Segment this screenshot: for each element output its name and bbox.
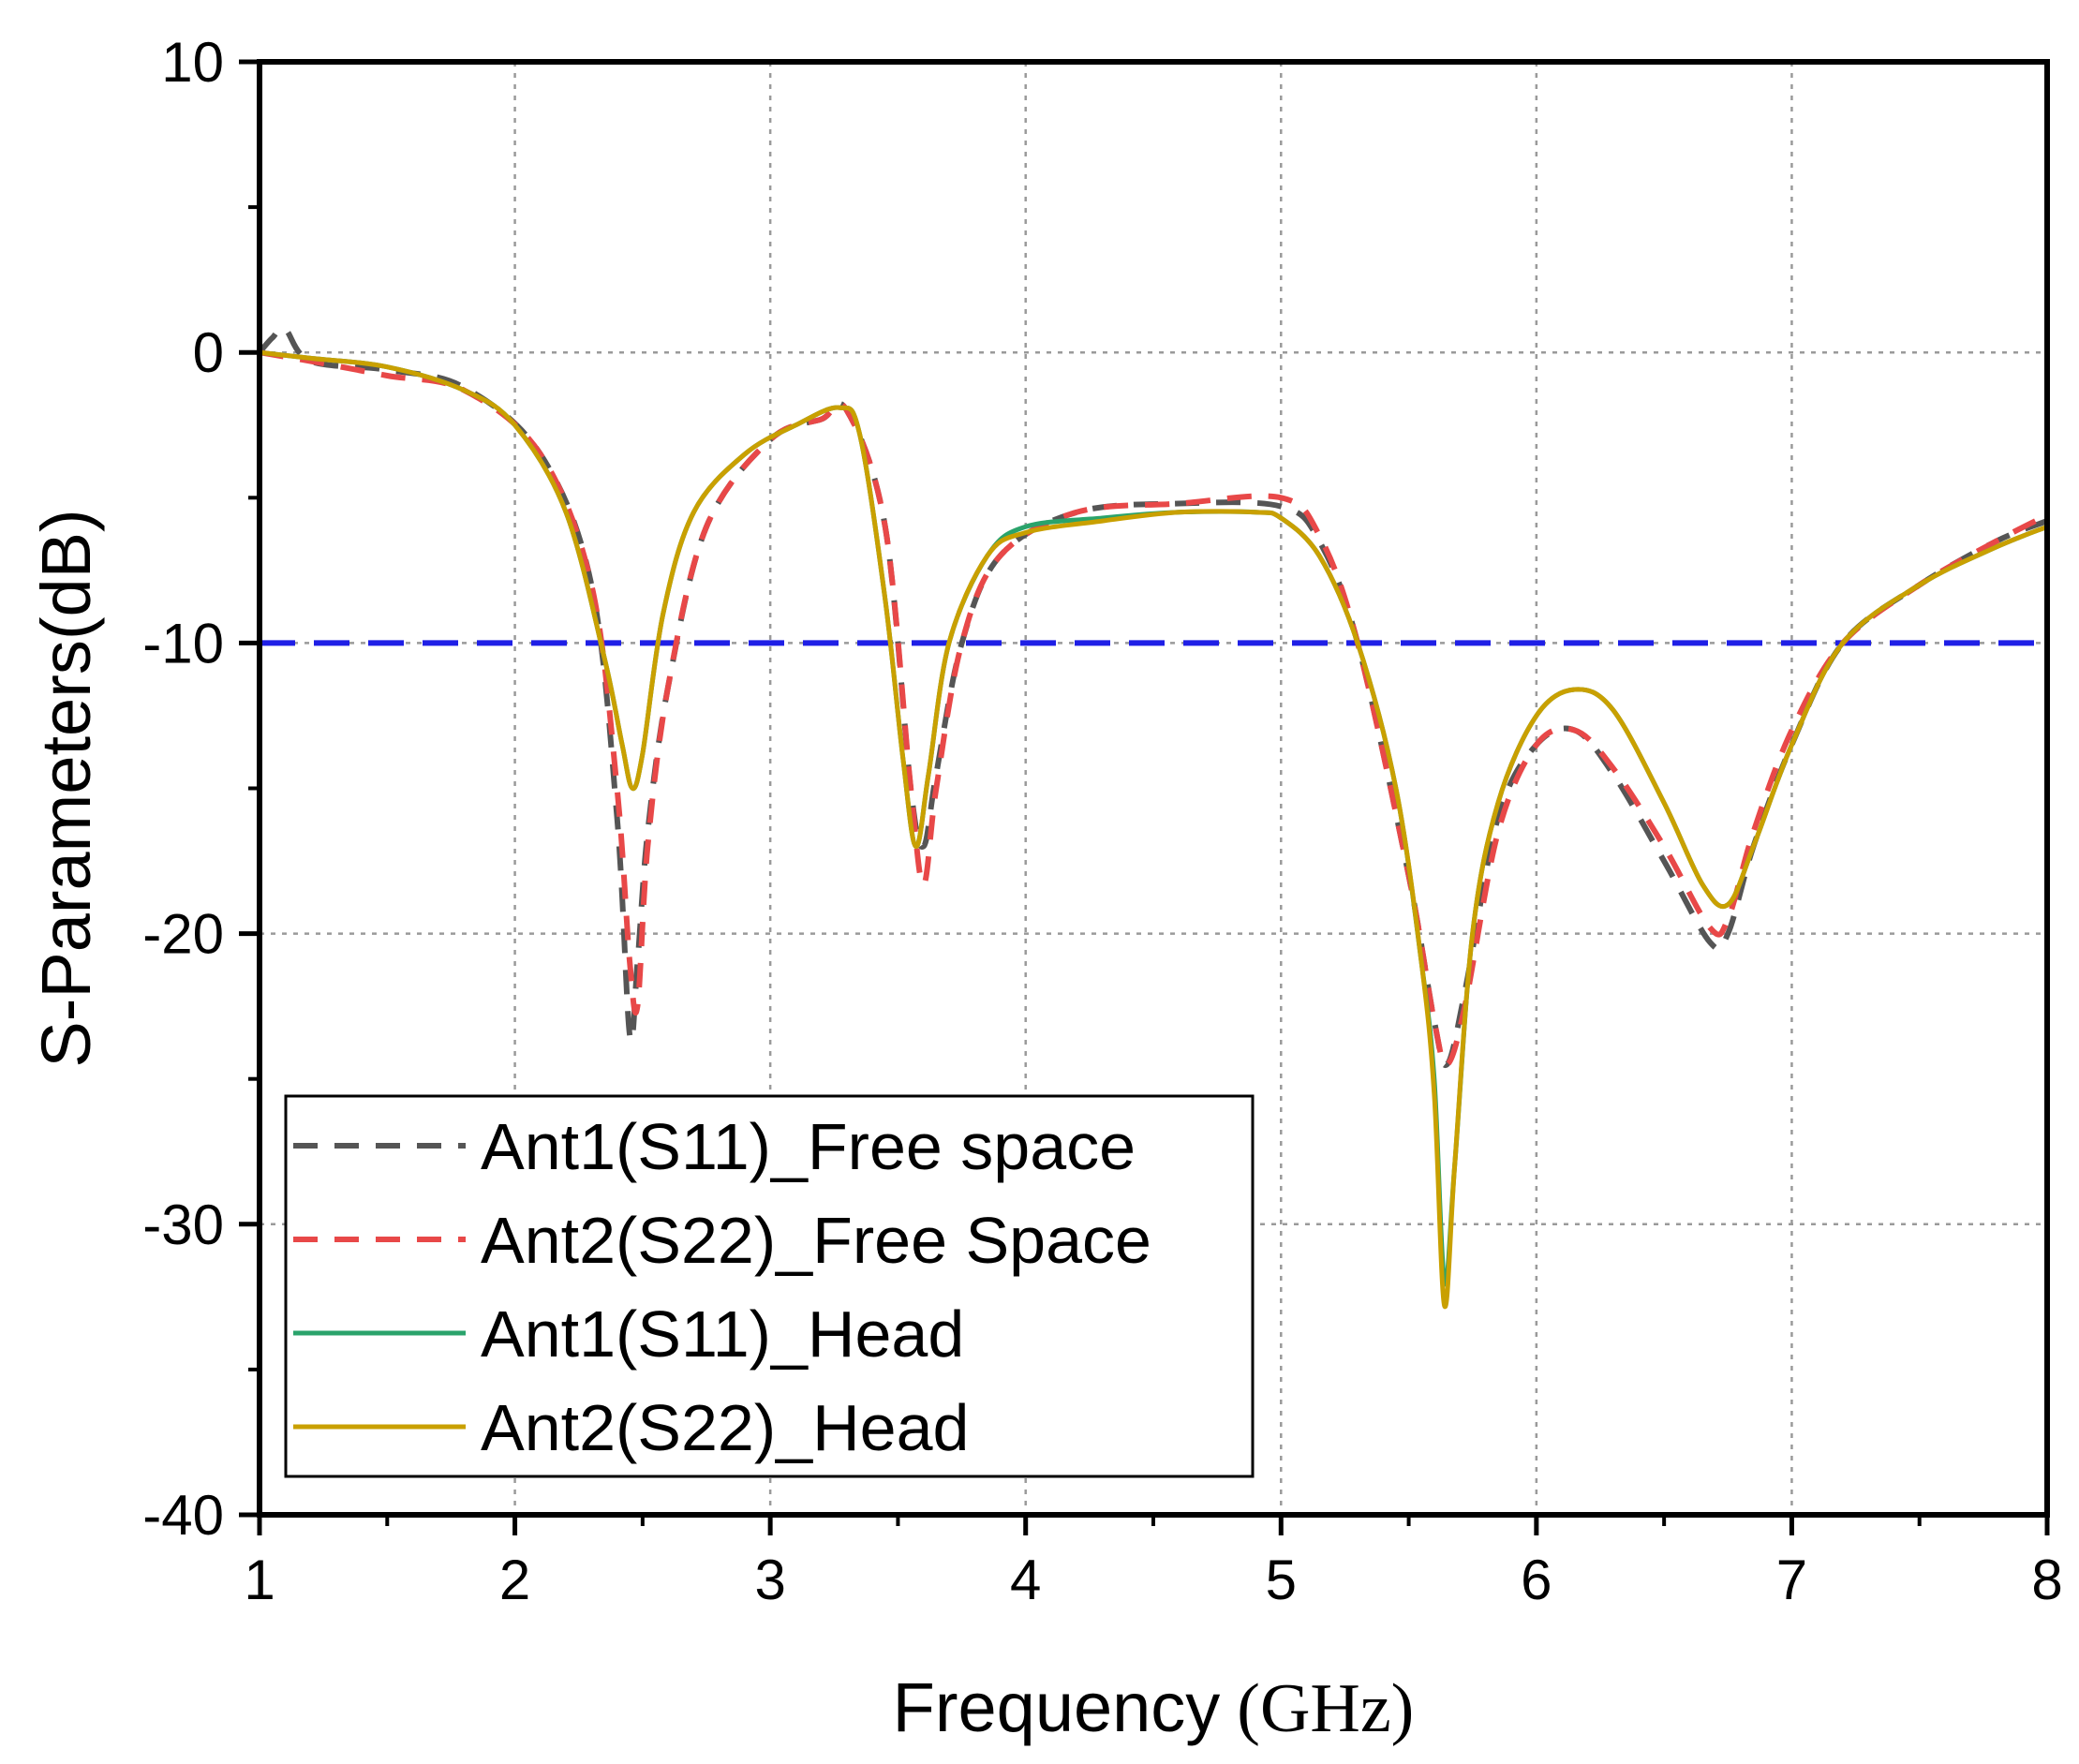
- y-tick-label: -10: [142, 612, 224, 674]
- legend-label-ant1-head: Ant1(S11)_Head: [481, 1297, 964, 1371]
- legend-entry: Ant2(S22)_Free Space: [293, 1204, 1151, 1277]
- y-tick-label: -30: [142, 1193, 224, 1256]
- y-tick-label: 0: [193, 321, 224, 384]
- y-tick-label: -20: [142, 903, 224, 966]
- legend-entry: Ant1(S11)_Head: [293, 1297, 964, 1371]
- x-tick-label: 8: [2031, 1549, 2062, 1611]
- legend-label-ant2-free-space: Ant2(S22)_Free Space: [481, 1204, 1151, 1277]
- legend-label-ant2-head: Ant2(S22)_Head: [481, 1391, 969, 1464]
- series-line-ant2-s22-free-space: [259, 349, 2049, 1068]
- x-tick-label: 2: [499, 1549, 530, 1611]
- series-line-ant2-s22-head: [259, 349, 2048, 1310]
- x-axis-title: Frequency (GHz): [893, 1668, 1415, 1747]
- series-line-ant1-s11-free-space: [257, 325, 2049, 1069]
- series-layer: [257, 325, 2049, 1310]
- x-tick-label: 5: [1266, 1549, 1297, 1611]
- x-axis-title-text: Frequency: [893, 1668, 1221, 1746]
- x-tick-label: 7: [1776, 1549, 1807, 1611]
- x-tick-label: 3: [754, 1549, 785, 1611]
- x-axis-unit: (GHz): [1237, 1670, 1414, 1747]
- axis-ticks: [239, 59, 2050, 1535]
- x-tick-label: 6: [1521, 1549, 1552, 1611]
- y-axis-title: S-Parameters(dB): [27, 509, 105, 1067]
- legend-box: [284, 1094, 1255, 1478]
- x-tick-label: 4: [1010, 1549, 1041, 1611]
- legend-entry: Ant1(S11)_Free space: [293, 1110, 1136, 1183]
- y-tick-label: 10: [161, 31, 224, 94]
- x-tick-label: 1: [244, 1549, 275, 1611]
- tick-labels: 1 2 3 4 5 6 7 8 10 0 -10 -20 -30 -40: [142, 31, 2062, 1611]
- y-tick-label: -40: [142, 1484, 224, 1547]
- legend-label-ant1-free-space: Ant1(S11)_Free space: [481, 1110, 1136, 1183]
- legend: Ant1(S11)_Free space Ant2(S22)_Free Spac…: [284, 1094, 1255, 1478]
- legend-entry: Ant2(S22)_Head: [293, 1391, 969, 1464]
